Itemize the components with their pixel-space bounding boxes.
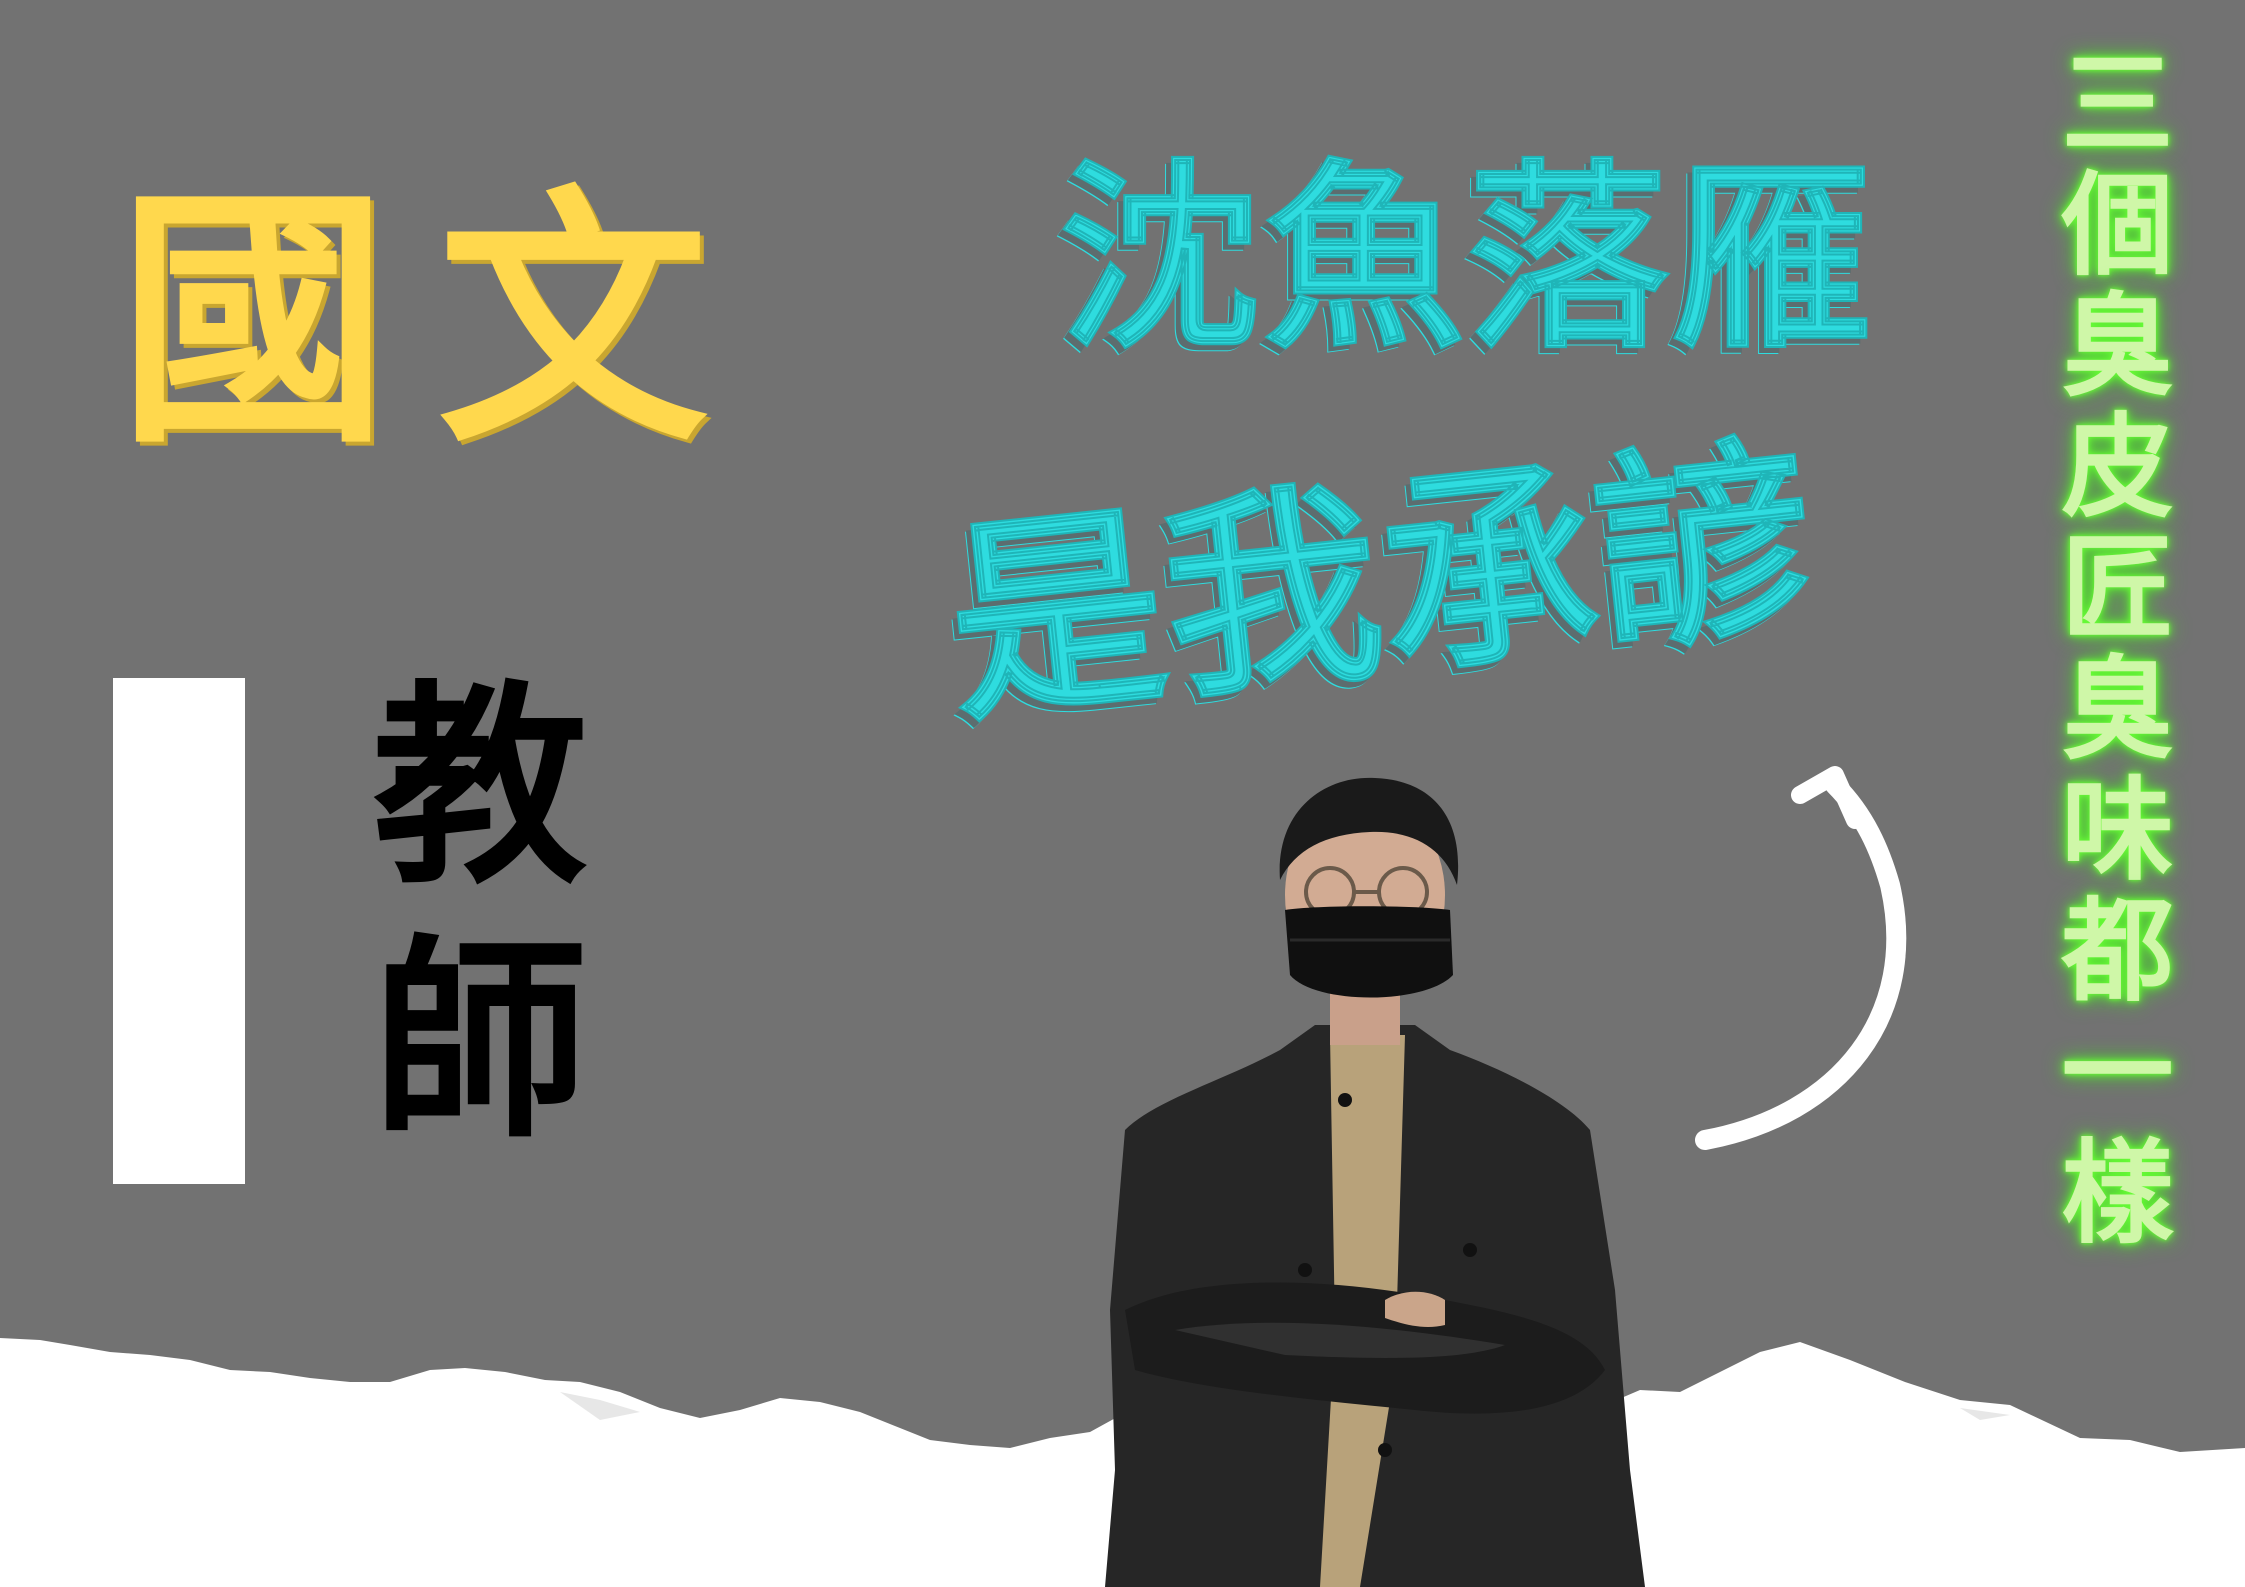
hair <box>1279 777 1459 885</box>
teacher-photo <box>1105 777 1645 1587</box>
curved-arrow-up-icon <box>1695 766 1907 1150</box>
hand <box>1385 1291 1445 1328</box>
white-bar <box>113 678 245 1184</box>
role-title: 教師 <box>372 660 588 1167</box>
headline-line-1: 沈魚落雁 <box>1059 143 1877 376</box>
face-mask <box>1285 906 1453 998</box>
side-slogan: 三個臭皮匠臭味都一樣 <box>2061 40 2174 1259</box>
gray-backdrop <box>0 0 2245 1452</box>
subject-title: 國文 <box>118 161 758 479</box>
